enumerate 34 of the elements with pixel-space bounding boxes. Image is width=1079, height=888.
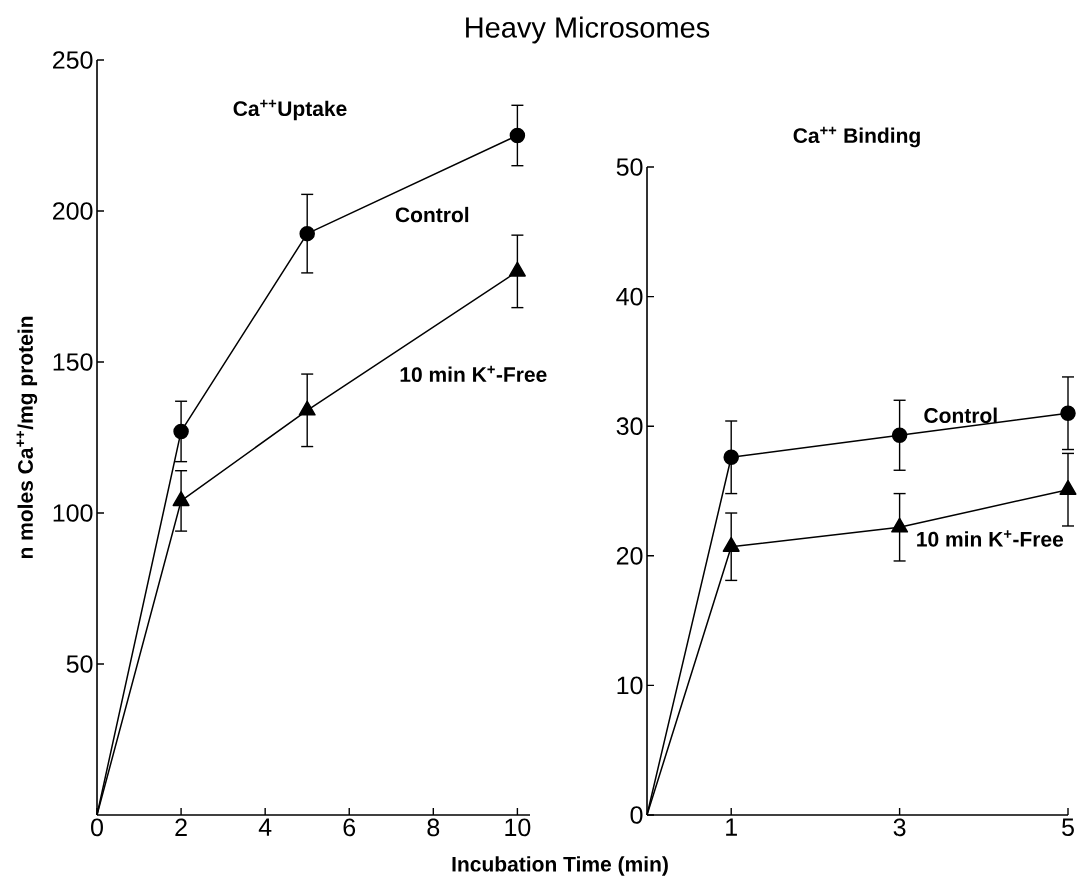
y-tick-label: 30 (616, 417, 643, 436)
y-tick-label: 150 (53, 353, 93, 371)
point (173, 423, 189, 440)
x-tick-label: 1 (726, 818, 737, 836)
y-tick-label: 50 (66, 655, 93, 673)
x-tick-label: 8 (427, 818, 440, 837)
y-axis-title: n moles Ca$^{++}$/mg protein (16, 316, 38, 559)
chart-title: Heavy Microsomes (466, 16, 710, 44)
y-tick-label: 50 (616, 158, 643, 176)
y-tick-label: 0 (630, 806, 643, 824)
point (508, 261, 526, 277)
x-axis-title: Incubation Time (min) (452, 856, 668, 876)
y-tick-label: 40 (616, 287, 643, 306)
y-tick-label: 20 (616, 546, 643, 565)
x-tick-label: 5 (1062, 818, 1074, 836)
chart-subtitle: Ca$^{++}$ Binding (793, 126, 920, 148)
point (509, 127, 526, 144)
point (299, 225, 315, 242)
point (172, 491, 190, 507)
y-tick-label: 10 (617, 676, 643, 695)
series-label: Control (395, 206, 469, 223)
x-tick-label: 10 (505, 818, 531, 837)
series-label: 10 min K$^{+}$-Free (917, 530, 1064, 547)
y-tick-label: 200 (53, 202, 93, 220)
text: Ca$^{++}$Uptake (233, 99, 347, 121)
x-tick-label: 6 (343, 818, 356, 837)
series-label: 10 min K$^{+}$-Free (400, 365, 547, 383)
x-tick-label: 4 (258, 818, 272, 836)
y-tick-label: 100 (53, 504, 93, 522)
x-tick-label: 2 (175, 818, 187, 836)
x-tick-label: 3 (893, 818, 906, 837)
series-label: Control (924, 407, 997, 423)
point (298, 400, 316, 416)
y-tick-label: 250 (53, 51, 93, 69)
